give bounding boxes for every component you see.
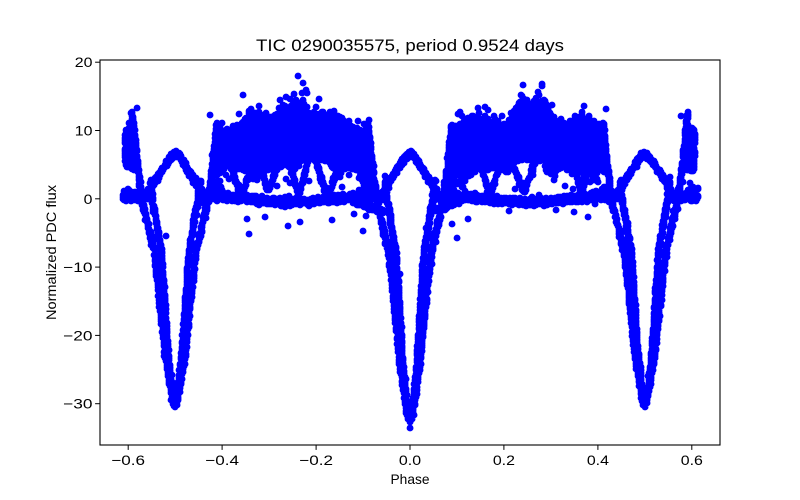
svg-text:Normalized PDC flux: Normalized PDC flux (43, 185, 59, 320)
svg-text:−10: −10 (63, 259, 93, 275)
svg-text:−30: −30 (63, 396, 93, 412)
svg-text:TIC 0290035575, period 0.9524: TIC 0290035575, period 0.9524 days (256, 36, 564, 55)
svg-text:0.2: 0.2 (493, 452, 515, 468)
svg-text:10: 10 (75, 123, 93, 139)
svg-text:−0.2: −0.2 (299, 452, 333, 468)
svg-text:−20: −20 (63, 327, 93, 343)
svg-text:0.4: 0.4 (587, 452, 609, 468)
svg-text:Phase: Phase (391, 471, 430, 487)
svg-text:−0.4: −0.4 (205, 452, 239, 468)
svg-text:0.6: 0.6 (681, 452, 703, 468)
svg-text:0.0: 0.0 (399, 452, 421, 468)
svg-text:0: 0 (84, 191, 93, 207)
svg-text:20: 20 (75, 54, 93, 70)
svg-text:−0.6: −0.6 (111, 452, 145, 468)
